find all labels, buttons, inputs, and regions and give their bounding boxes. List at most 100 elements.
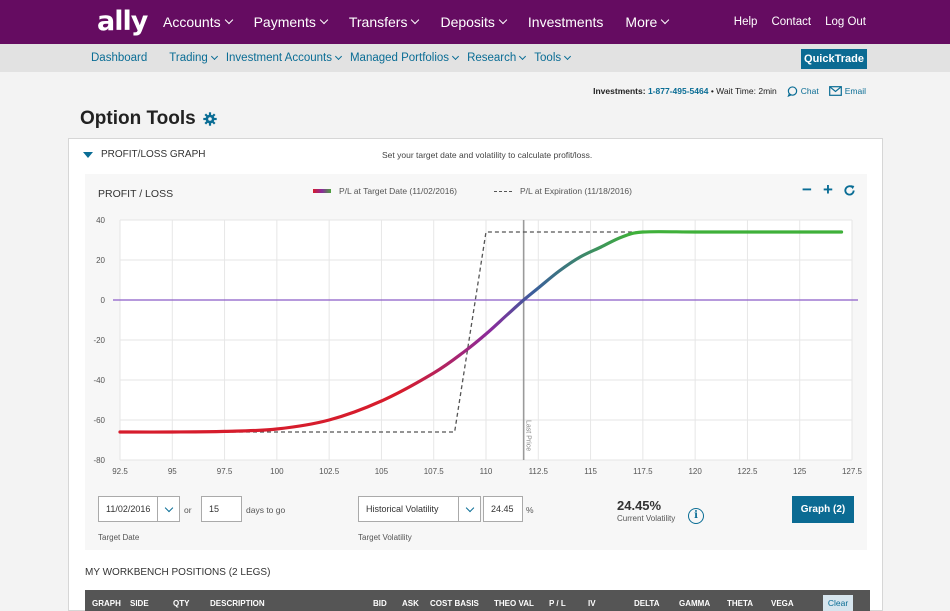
chat-label: Chat <box>800 86 819 96</box>
days-label: days to go <box>246 505 286 515</box>
subnav-label: Trading <box>169 52 208 64</box>
chevron-down-icon <box>411 15 420 25</box>
y-tick-label: -20 <box>93 336 105 345</box>
x-tick-label: 127.5 <box>842 467 863 476</box>
subnav-investment-accounts[interactable]: Investment Accounts <box>226 52 343 64</box>
chevron-down-icon <box>224 15 233 25</box>
chat-link[interactable]: Chat <box>787 85 819 97</box>
x-tick-label: 115 <box>584 467 597 476</box>
main-nav: Accounts Payments Transfers Deposits Inv… <box>163 0 690 44</box>
x-tick-label: 117.5 <box>633 467 653 476</box>
nav-label: Transfers <box>348 14 408 30</box>
target-volatility-label: Target Volatility <box>358 533 412 542</box>
nav-label: Deposits <box>440 14 495 30</box>
col-cost-basis: COST BASIS <box>430 599 479 608</box>
chart-controls: 11/02/2016 or 15 days to go Target Date … <box>85 486 867 550</box>
legend-label: P/L at Target Date (11/02/2016) <box>339 186 457 196</box>
x-tick-label: 107.5 <box>424 467 445 476</box>
gear-icon[interactable] <box>203 112 217 126</box>
subnav-managed-portfolios[interactable]: Managed Portfolios <box>349 52 460 64</box>
wait-time: • Wait Time: 2min <box>710 86 777 96</box>
y-tick-label: 40 <box>96 216 105 225</box>
zoom-controls: − + <box>794 180 857 199</box>
chevron-down-icon <box>319 15 329 25</box>
x-tick-label: 110 <box>480 467 493 476</box>
col-side: SIDE <box>130 599 149 608</box>
subnav-label: Research <box>467 52 517 64</box>
y-tick-label: -60 <box>93 416 105 425</box>
volatility-type-select[interactable]: Historical Volatility <box>358 496 481 522</box>
zoom-in-button[interactable]: + <box>823 180 833 199</box>
col-iv: IV <box>588 599 596 608</box>
logout-link[interactable]: Log Out <box>825 16 866 28</box>
nav-transfers[interactable]: Transfers <box>348 14 420 30</box>
zoom-out-button[interactable]: − <box>802 180 812 199</box>
graph-button[interactable]: Graph (2) <box>792 496 854 523</box>
nav-payments[interactable]: Payments <box>254 14 329 30</box>
col-delta: DELTA <box>634 599 660 608</box>
current-volatility-value: 24.45% <box>617 498 662 513</box>
profit-loss-panel: PROFIT/LOSS GRAPH Set your target date a… <box>68 138 883 611</box>
x-tick-label: 105 <box>375 467 389 476</box>
nav-accounts[interactable]: Accounts <box>163 14 233 30</box>
nav-investments[interactable]: Investments <box>528 14 603 30</box>
clear-button[interactable]: Clear <box>823 595 853 611</box>
contact-link[interactable]: Contact <box>771 16 812 28</box>
nav-more[interactable]: More <box>625 14 670 30</box>
subnav-label: Managed Portfolios <box>349 52 450 64</box>
info-icon[interactable]: i <box>688 508 704 524</box>
col-vega: VEGA <box>771 599 794 608</box>
days-input[interactable]: 15 <box>201 496 242 522</box>
profit-loss-chart[interactable]: 92.5 95 97.5 100 102.5 105 107.5 110 112.5 115 117… <box>85 210 867 486</box>
chevron-down-icon <box>157 497 179 521</box>
chat-icon <box>787 85 797 97</box>
series-line-target-date <box>118 230 844 434</box>
nav-label: Investments <box>527 14 604 30</box>
target-date-select[interactable]: 11/02/2016 <box>98 496 180 522</box>
email-label: Email <box>844 86 866 96</box>
legend-label: P/L at Expiration (11/18/2016) <box>520 186 632 196</box>
col-theo-val: THEO VAL <box>494 599 534 608</box>
x-tick-label: 120 <box>688 467 702 476</box>
target-date-value: 11/02/2016 <box>106 504 151 514</box>
subnav-research[interactable]: Research <box>467 52 527 64</box>
y-tick-label: 0 <box>101 296 106 305</box>
quicktrade-button[interactable]: QuickTrade <box>801 49 867 69</box>
workbench-title: MY WORKBENCH POSITIONS (2 LEGS) <box>85 567 271 578</box>
panel-toggle[interactable]: PROFIT/LOSS GRAPH <box>83 149 205 160</box>
page-title-row: Option Tools <box>80 108 217 130</box>
col-gamma: GAMMA <box>679 599 711 608</box>
nav-deposits[interactable]: Deposits <box>440 14 508 30</box>
chart-title: PROFIT / LOSS <box>98 188 174 200</box>
phone-link[interactable]: 1-877-495-5464 <box>647 86 709 96</box>
chevron-down-icon <box>210 52 218 61</box>
x-tick-label: 97.5 <box>217 467 233 476</box>
subnav-tools[interactable]: Tools <box>534 52 572 64</box>
chevron-down-icon <box>458 497 480 521</box>
col-description: DESCRIPTION <box>210 599 265 608</box>
legend-swatch-dashed <box>494 190 512 192</box>
target-date-label: Target Date <box>98 533 140 542</box>
email-link[interactable]: Email <box>828 86 866 96</box>
volatility-type-value: Historical Volatility <box>366 504 439 514</box>
sub-nav-links: Dashboard Trading Investment Accounts Ma… <box>91 44 579 72</box>
last-price-label: Last Price <box>525 420 532 451</box>
sub-nav: Dashboard Trading Investment Accounts Ma… <box>0 44 950 72</box>
col-theta: THETA <box>727 599 754 608</box>
x-tick-label: 122.5 <box>737 467 758 476</box>
legend-target-date: P/L at Target Date (11/02/2016) <box>313 186 457 196</box>
volatility-input[interactable]: 24.45 <box>483 496 523 522</box>
x-tick-label: 112.5 <box>529 467 549 476</box>
subnav-label: Dashboard <box>91 52 148 64</box>
col-graph: GRAPH <box>92 599 121 608</box>
col-ask: ASK <box>402 599 419 608</box>
subnav-dashboard[interactable]: Dashboard <box>91 52 147 64</box>
page-title: Option Tools <box>80 108 196 129</box>
utility-nav: Help Contact Log Out <box>720 0 866 44</box>
help-link[interactable]: Help <box>733 16 758 28</box>
refresh-icon[interactable] <box>841 182 857 198</box>
chevron-down-icon <box>661 15 670 25</box>
ally-logo[interactable]: ally <box>97 6 148 37</box>
y-tick-label: -40 <box>93 376 105 385</box>
subnav-trading[interactable]: Trading <box>169 52 218 64</box>
